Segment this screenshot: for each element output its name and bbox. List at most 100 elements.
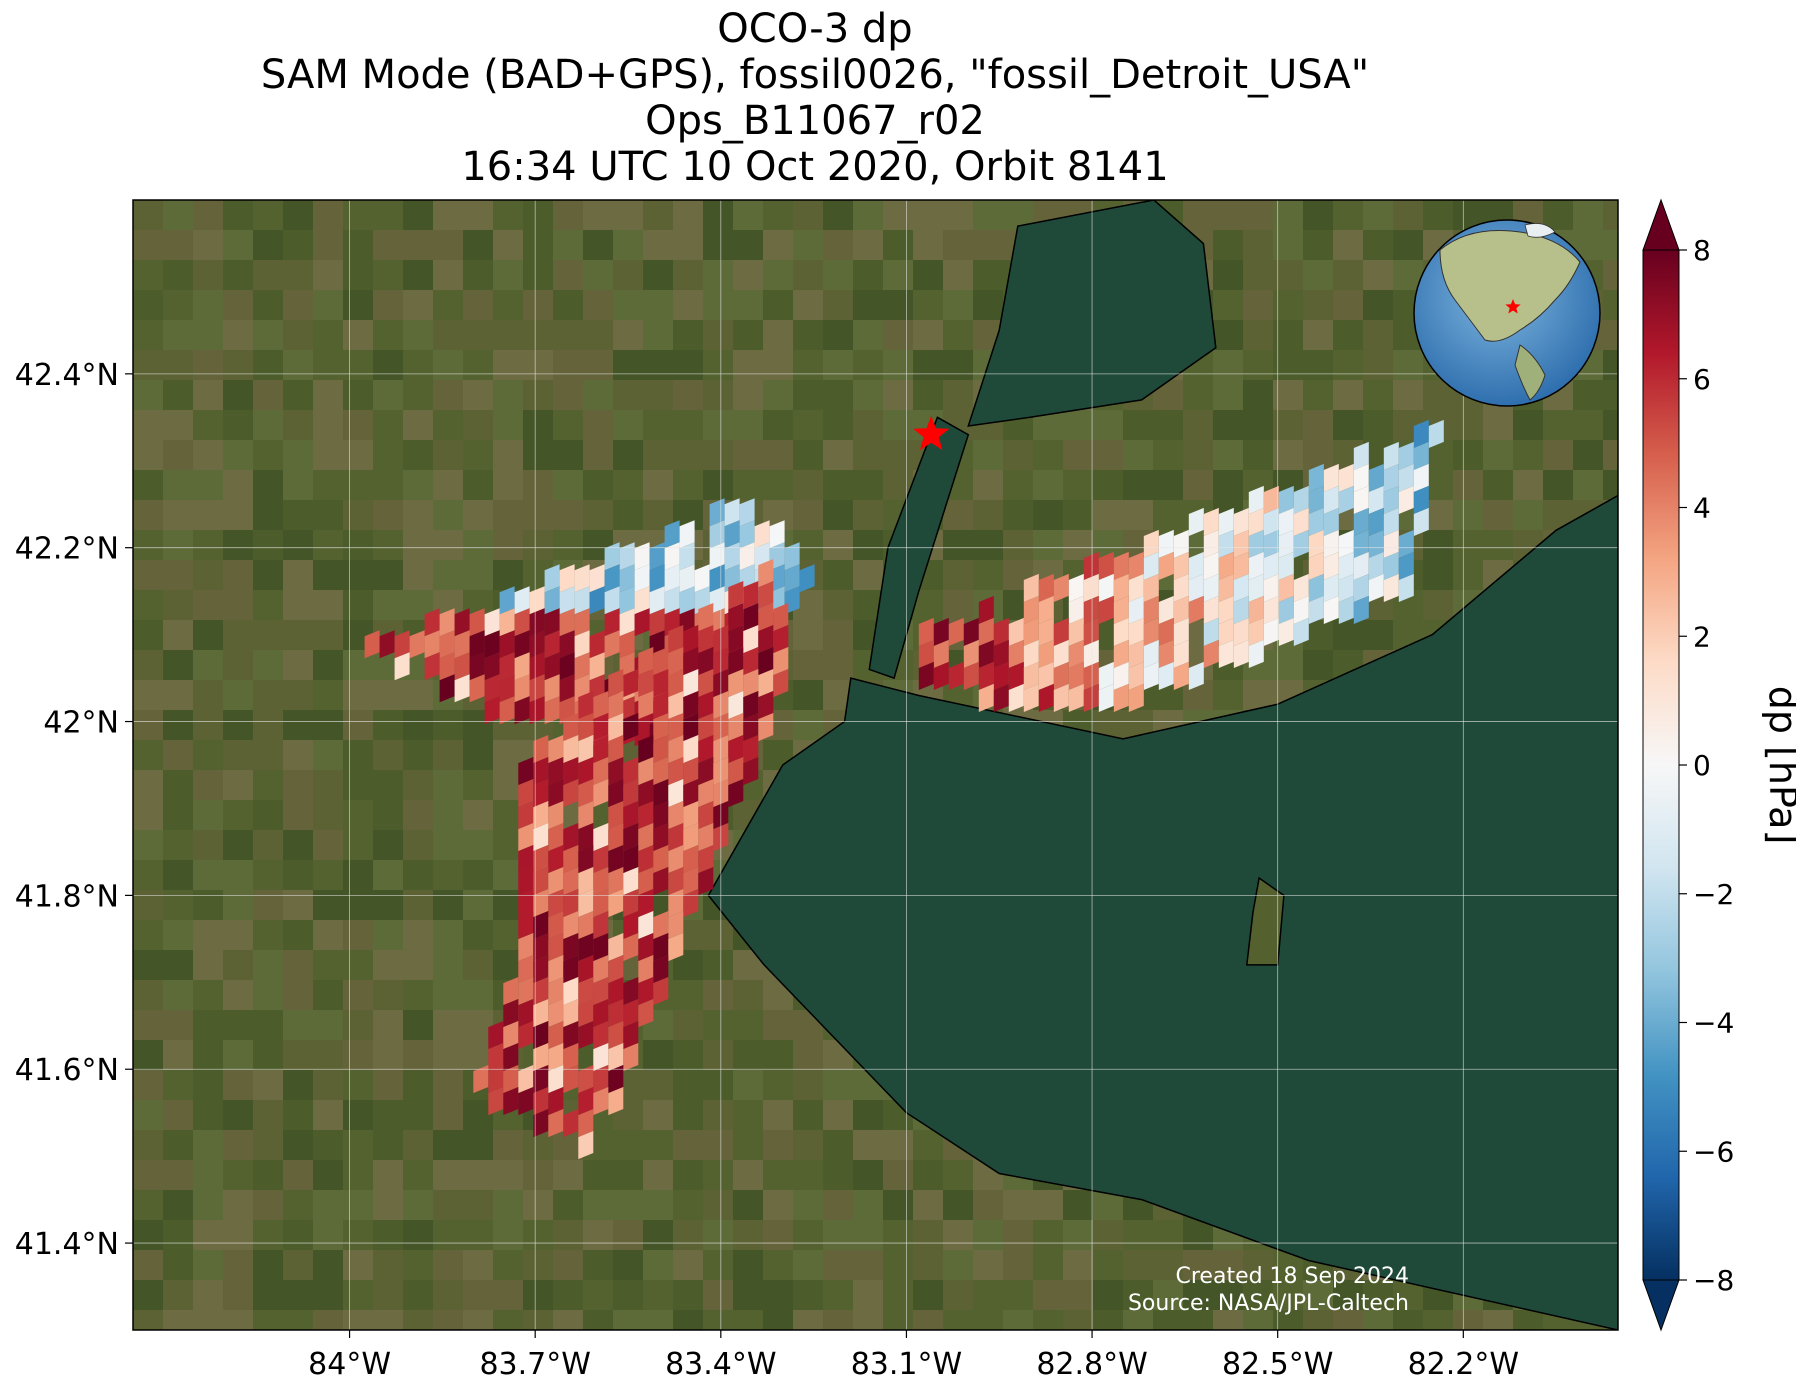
sounding-cell: [1203, 507, 1219, 536]
sounding-cell: [743, 603, 759, 632]
sounding-cell: [593, 735, 609, 764]
sounding-cell: [1353, 507, 1369, 536]
sounding-cell: [593, 999, 609, 1028]
sounding-cell: [668, 647, 684, 676]
sounding-cell: [544, 564, 560, 593]
sounding-cell: [1188, 507, 1204, 536]
sounding-cell: [518, 845, 534, 874]
sounding-cell: [1338, 485, 1354, 514]
sounding-cell: [1248, 529, 1264, 558]
sounding-cell: [948, 617, 964, 646]
sounding-cell: [533, 911, 549, 940]
colorbar-tick-label: −4: [1693, 1007, 1734, 1040]
sounding-cell: [1413, 507, 1429, 536]
sounding-cell: [769, 520, 785, 549]
x-tick-label: 82.5°W: [1222, 1347, 1333, 1379]
sounding-cell: [563, 889, 579, 918]
sounding-cell: [683, 669, 699, 698]
colorbar-tick-label: 8: [1693, 234, 1711, 267]
sounding-cell: [1173, 551, 1189, 580]
sounding-cell: [578, 801, 594, 830]
sounding-cell: [578, 1131, 594, 1160]
sounding-cell: [533, 867, 549, 896]
sounding-cell: [1278, 617, 1294, 646]
sounding-cell: [638, 691, 654, 720]
sounding-cell: [638, 977, 654, 1006]
y-tick-label: 41.6°N: [15, 1053, 119, 1088]
sounding-cell: [773, 603, 789, 632]
sounding-cell: [1338, 595, 1354, 624]
sounding-cell: [548, 757, 564, 786]
colorbar-extend-min: [1642, 1279, 1680, 1332]
sounding-cell: [698, 669, 714, 698]
sounding-cell: [769, 542, 785, 571]
sounding-cell: [1008, 683, 1024, 712]
sounding-cell: [518, 779, 534, 808]
sounding-cell: [1233, 507, 1249, 536]
sounding-cell: [1353, 573, 1369, 602]
sounding-cell: [1113, 639, 1129, 668]
sounding-cell: [578, 911, 594, 940]
sounding-cell: [533, 779, 549, 808]
sounding-cell: [1278, 573, 1294, 602]
sounding-cell: [963, 661, 979, 690]
sounding-cell: [1023, 573, 1039, 602]
sounding-cell: [728, 603, 744, 632]
sounding-cell: [653, 779, 669, 808]
sounding-cell: [1368, 551, 1384, 580]
sounding-cell: [758, 713, 774, 742]
sounding-cell: [608, 1021, 624, 1050]
sounding-cell: [683, 801, 699, 830]
sounding-cell: [559, 608, 575, 637]
sounding-cell: [1128, 639, 1144, 668]
sounding-cell: [589, 586, 605, 615]
sounding-cell: [1353, 485, 1369, 514]
sounding-cell: [563, 779, 579, 808]
title-line-3: Ops_B11067_r02: [645, 98, 985, 144]
sounding-cell: [1278, 551, 1294, 580]
colorbar-tick-label: 2: [1693, 620, 1711, 653]
sounding-cell: [604, 608, 620, 637]
sounding-cell: [604, 542, 620, 571]
sounding-cell: [668, 713, 684, 742]
sounding-cell: [559, 630, 575, 659]
sounding-cell: [653, 933, 669, 962]
sounding-cell: [1143, 661, 1159, 690]
sounding-cell: [978, 617, 994, 646]
sounding-cell: [1308, 595, 1324, 624]
sounding-cell: [1308, 529, 1324, 558]
sounding-cell: [649, 542, 665, 571]
sounding-cell: [1128, 683, 1144, 712]
sounding-cell: [578, 691, 594, 720]
sounding-cell: [653, 735, 669, 764]
sounding-cell: [1308, 507, 1324, 536]
sounding-cell: [529, 608, 545, 637]
sounding-cell: [694, 564, 710, 593]
sounding-cell: [454, 652, 470, 681]
sounding-cell: [649, 608, 665, 637]
sounding-cell: [454, 608, 470, 637]
sounding-cell: [608, 977, 624, 1006]
sounding-cell: [593, 713, 609, 742]
sounding-cell: [424, 652, 440, 681]
sounding-cell: [653, 801, 669, 830]
sounding-cell: [1398, 529, 1414, 558]
sounding-cell: [578, 867, 594, 896]
sounding-cell: [514, 630, 530, 659]
sounding-cell: [563, 735, 579, 764]
sounding-cell: [1038, 661, 1054, 690]
sounding-cell: [1323, 595, 1339, 624]
sounding-cell: [619, 630, 635, 659]
sounding-cell: [559, 674, 575, 703]
sounding-cell: [743, 581, 759, 610]
sounding-cell: [1128, 617, 1144, 646]
sounding-cell: [698, 845, 714, 874]
sounding-cell: [918, 661, 934, 690]
sounding-cell: [918, 639, 934, 668]
sounding-cell: [1083, 661, 1099, 690]
sounding-cell: [1143, 573, 1159, 602]
sounding-cell: [1293, 617, 1309, 646]
sounding-cell: [574, 652, 590, 681]
sounding-cell: [529, 674, 545, 703]
sounding-cell: [623, 845, 639, 874]
